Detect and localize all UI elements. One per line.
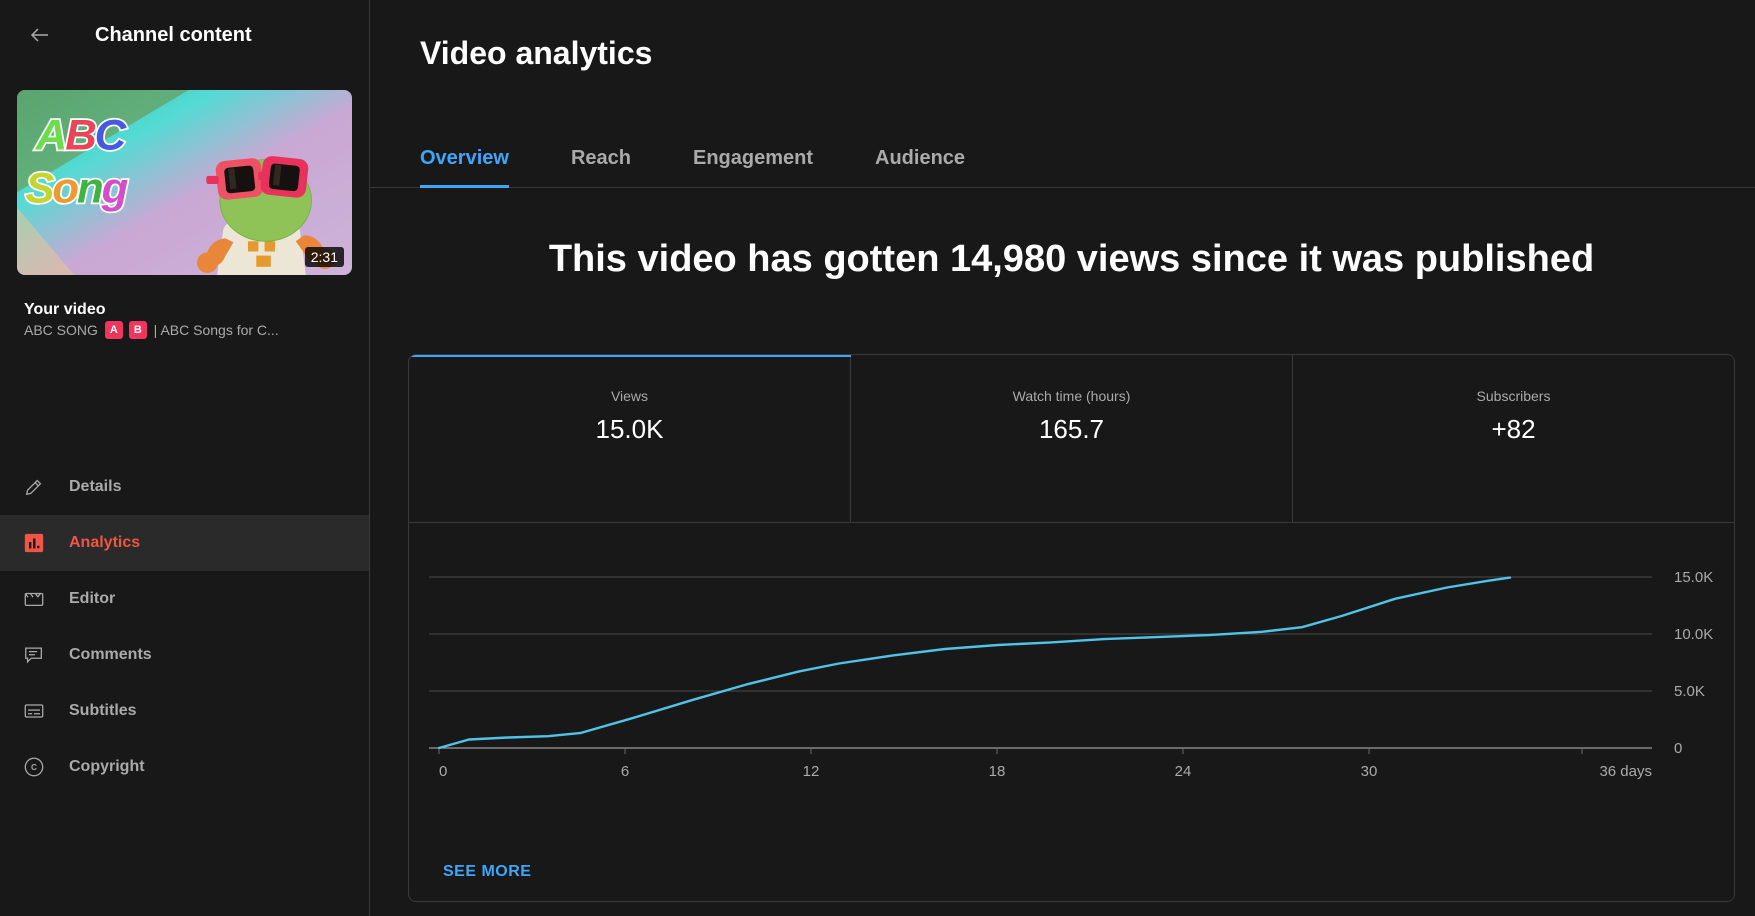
svg-text:C: C [31,763,37,772]
svg-text:10.0K: 10.0K [1674,626,1713,643]
svg-text:6: 6 [621,763,629,780]
svg-text:36 days: 36 days [1599,763,1652,780]
svg-text:24: 24 [1175,763,1192,780]
svg-text:12: 12 [803,763,820,780]
svg-text:15.0K: 15.0K [1674,571,1713,586]
svg-text:0: 0 [1674,740,1682,757]
svg-text:0: 0 [439,763,447,780]
svg-text:ABC: ABC [35,112,127,160]
svg-text:18: 18 [989,763,1006,780]
svg-text:5.0K: 5.0K [1674,683,1705,700]
svg-text:Song: Song [25,165,128,213]
svg-text:30: 30 [1361,763,1378,780]
